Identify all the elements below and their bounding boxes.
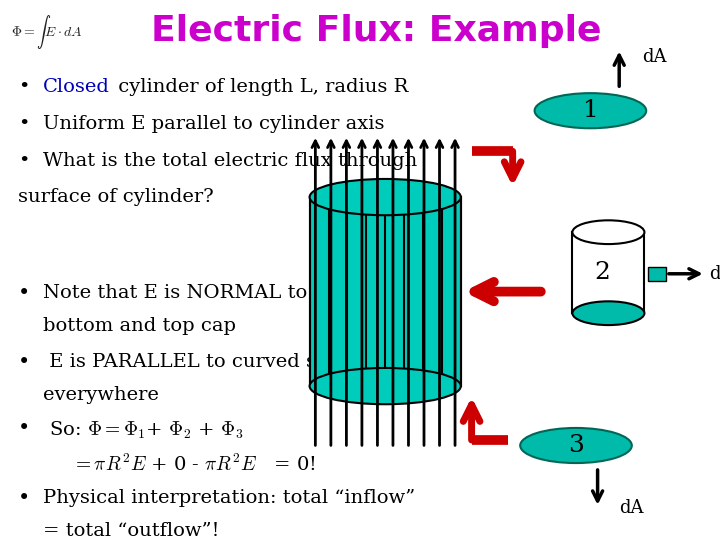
Text: Physical interpretation: total “inflow”: Physical interpretation: total “inflow” <box>43 489 415 507</box>
Text: 1: 1 <box>582 99 598 122</box>
Polygon shape <box>572 232 644 313</box>
Polygon shape <box>310 197 461 386</box>
Text: Closed: Closed <box>43 78 110 96</box>
Text: •: • <box>18 78 30 96</box>
Text: cylinder of length L, radius R: cylinder of length L, radius R <box>112 78 408 96</box>
Text: surface of cylinder?: surface of cylinder? <box>18 188 214 206</box>
Text: •: • <box>18 353 30 372</box>
Text: Note that E is NORMAL to both: Note that E is NORMAL to both <box>43 284 359 301</box>
Text: dA: dA <box>619 498 644 517</box>
Text: $= \pi R^2 E$ + 0 - $\pi R^2 E$   = 0!: $= \pi R^2 E$ + 0 - $\pi R^2 E$ = 0! <box>72 454 316 476</box>
Text: $\Phi = \int E \cdot dA$: $\Phi = \int E \cdot dA$ <box>11 14 83 51</box>
Ellipse shape <box>310 179 461 215</box>
Text: •: • <box>18 284 30 302</box>
Ellipse shape <box>572 301 644 325</box>
Text: 3: 3 <box>568 434 584 457</box>
Text: What is the total electric flux through: What is the total electric flux through <box>43 152 418 170</box>
Ellipse shape <box>310 368 461 404</box>
Text: bottom and top cap: bottom and top cap <box>43 316 236 335</box>
Text: •: • <box>18 489 30 508</box>
Text: Electric Flux: Example: Electric Flux: Example <box>151 14 602 48</box>
Ellipse shape <box>521 428 632 463</box>
Text: everywhere: everywhere <box>43 386 159 404</box>
Text: dA: dA <box>709 265 720 283</box>
Text: Uniform E parallel to cylinder axis: Uniform E parallel to cylinder axis <box>43 115 384 133</box>
Ellipse shape <box>572 220 644 244</box>
Text: = total “outflow”!: = total “outflow”! <box>43 522 220 540</box>
Text: •: • <box>18 420 30 438</box>
Text: •: • <box>18 152 30 170</box>
Polygon shape <box>648 267 666 281</box>
Ellipse shape <box>534 93 647 128</box>
Text: •: • <box>18 115 30 133</box>
Text: So: $\Phi = \Phi_1$+ $\Phi_2$ + $\Phi_3$: So: $\Phi = \Phi_1$+ $\Phi_2$ + $\Phi_3$ <box>43 420 243 441</box>
Text: 2: 2 <box>595 261 611 284</box>
Text: dA: dA <box>642 48 667 66</box>
Text: E is PARALLEL to curved surface: E is PARALLEL to curved surface <box>43 353 379 372</box>
